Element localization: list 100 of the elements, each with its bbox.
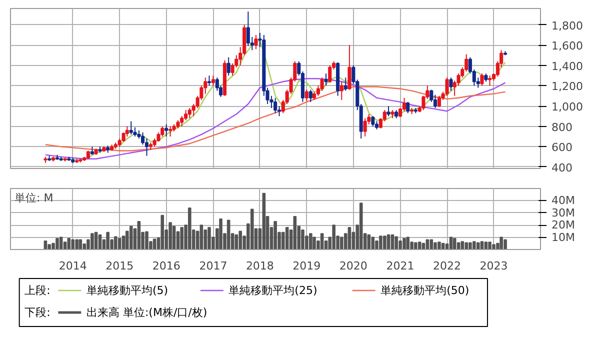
bar xyxy=(332,224,336,250)
x-tick-label: 2014 xyxy=(58,260,87,272)
bar xyxy=(402,238,406,250)
bar xyxy=(504,239,507,250)
y-tick-label: 800 xyxy=(552,120,572,134)
bar xyxy=(160,214,164,250)
bar xyxy=(200,224,204,250)
candlestick xyxy=(304,89,308,102)
bar xyxy=(488,242,492,250)
x-tick-label: 2022 xyxy=(433,260,462,272)
x-tick-label: 2023 xyxy=(480,260,508,272)
bar xyxy=(137,220,141,250)
bar xyxy=(208,227,211,250)
candlestick xyxy=(386,106,390,117)
candlestick xyxy=(211,75,215,86)
bar xyxy=(67,238,71,250)
bar xyxy=(414,242,418,250)
bar xyxy=(383,236,386,250)
candlestick xyxy=(180,116,184,127)
bar xyxy=(129,226,133,250)
bar xyxy=(348,227,352,250)
candlestick xyxy=(168,126,172,137)
candlestick xyxy=(344,77,348,92)
y-tick-label: 10M xyxy=(552,230,575,244)
bar xyxy=(78,239,82,250)
bar xyxy=(476,242,480,250)
bar xyxy=(472,241,476,250)
line-series xyxy=(44,86,506,152)
bar xyxy=(56,238,59,250)
y-tick-label: 400 xyxy=(552,161,572,174)
bar xyxy=(406,236,410,250)
bar xyxy=(145,231,148,250)
x-tick-label: 2017 xyxy=(199,260,228,272)
bar xyxy=(460,241,464,250)
bar xyxy=(430,239,434,250)
y-tick-label: 30M xyxy=(552,206,575,220)
candlestick xyxy=(226,56,230,76)
bar xyxy=(293,216,297,250)
bar xyxy=(379,236,382,250)
candlestick xyxy=(488,75,492,86)
bar xyxy=(226,220,230,250)
bar xyxy=(250,208,254,250)
candlestick xyxy=(445,77,449,96)
bar xyxy=(398,240,402,250)
y-tick-label: 1,000 xyxy=(552,100,583,114)
candlestick xyxy=(129,120,133,135)
legend-label: 単純移動平均(50) xyxy=(380,284,470,297)
candlestick xyxy=(324,73,328,86)
bar xyxy=(308,233,312,250)
y-tick-label: 600 xyxy=(552,141,572,154)
candlestick xyxy=(437,95,441,108)
bar xyxy=(394,236,398,250)
bar xyxy=(106,232,110,250)
bar xyxy=(285,227,289,250)
bar xyxy=(340,236,344,250)
candlestick xyxy=(433,94,438,109)
bar xyxy=(114,236,118,250)
bar xyxy=(238,230,242,250)
candlestick xyxy=(320,77,324,92)
candlestick xyxy=(340,81,344,100)
bar xyxy=(464,242,468,250)
bar xyxy=(359,202,363,250)
candlestick xyxy=(363,118,367,137)
line-series xyxy=(48,39,506,160)
candlestick xyxy=(188,108,192,119)
candlestick xyxy=(246,11,250,47)
y-tick-label: 1,200 xyxy=(552,80,583,94)
bar xyxy=(438,242,441,250)
x-tick-label: 2020 xyxy=(339,260,368,272)
candlestick xyxy=(449,77,453,92)
annotation: 単位: M xyxy=(14,192,54,204)
line-series xyxy=(44,78,506,160)
y-tick-label: 20M xyxy=(552,218,575,232)
bar xyxy=(180,227,184,250)
bar xyxy=(188,208,192,250)
bar xyxy=(118,238,122,250)
bar xyxy=(75,239,78,250)
legend-label: 出来高 単位:(M株/口/枚) xyxy=(86,306,208,319)
bar xyxy=(312,236,316,250)
candlestick xyxy=(348,44,352,90)
bar xyxy=(274,220,277,250)
candlestick xyxy=(274,97,278,114)
y-tick-label: 1,800 xyxy=(552,19,583,32)
y-tick-label: 1,600 xyxy=(552,40,583,53)
candlestick xyxy=(207,75,212,86)
candlestick xyxy=(371,116,375,127)
candlestick xyxy=(328,64,332,84)
x-tick-label: 2019 xyxy=(292,260,321,272)
bar xyxy=(301,229,304,250)
bar xyxy=(434,242,437,250)
bar xyxy=(418,242,422,250)
candlestick xyxy=(406,101,410,114)
bar xyxy=(500,236,503,250)
legend-title: 下段: xyxy=(24,306,50,319)
y-tick-label: 1,400 xyxy=(552,60,583,73)
candlestick xyxy=(254,34,258,50)
bar xyxy=(234,234,238,250)
candlestick xyxy=(164,124,168,137)
y-tick-label: 40M xyxy=(552,194,575,208)
bar xyxy=(320,233,324,250)
